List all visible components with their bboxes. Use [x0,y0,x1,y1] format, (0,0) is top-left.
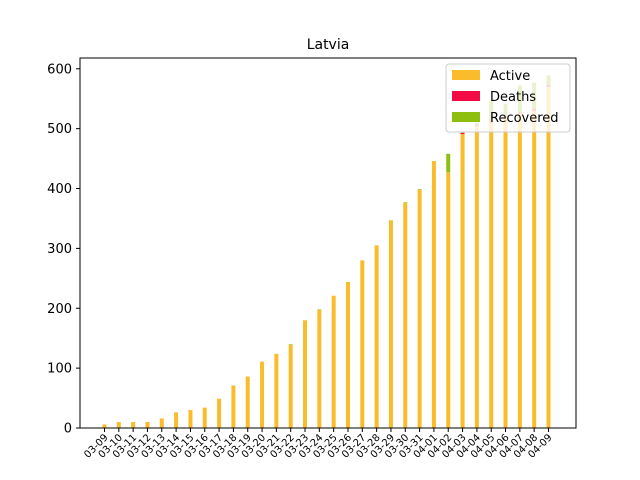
bar-active-03-31 [417,189,422,428]
bar-recovered-04-03 [460,132,465,133]
bar-active-03-09 [102,424,107,428]
bar-active-03-17 [217,398,222,428]
legend-label-recovered: Recovered [490,111,559,126]
bar-active-03-23 [303,320,308,428]
bar-recovered-03-31 [417,189,422,190]
y-tick-label-200: 200 [47,302,72,317]
chart-title: Latvia [307,37,350,53]
bar-active-04-02 [446,172,451,428]
bar-active-03-25 [331,295,336,428]
bar-active-03-29 [388,220,393,428]
bar-active-04-04 [474,125,479,429]
bar-active-03-15 [188,410,193,428]
bar-active-04-03 [460,134,465,429]
bar-active-03-14 [174,412,179,428]
bar-active-04-09 [546,86,551,429]
bar-active-03-26 [345,281,350,428]
legend-swatch-active [452,70,480,80]
bar-recovered-03-30 [403,202,408,203]
y-tick-label-0: 0 [64,422,72,437]
y-tick-label-500: 500 [47,122,72,137]
bar-active-03-16 [202,407,207,428]
bar-active-04-08 [532,110,537,428]
bar-active-03-11 [131,422,136,428]
bar-recovered-03-22 [288,344,293,345]
plot-frame [79,57,577,429]
bar-recovered-04-02 [446,153,451,173]
legend-swatch-deaths [452,91,480,101]
bar-active-04-01 [431,160,436,429]
bar-active-03-20 [260,361,265,428]
bar-active-03-12 [145,422,150,428]
bar-active-03-28 [374,245,379,428]
legend-label-deaths: Deaths [490,90,536,105]
legend-swatch-recovered [452,112,480,122]
bar-active-03-21 [274,353,279,428]
bar-active-03-24 [317,310,322,428]
bar-active-04-05 [489,122,494,428]
bar-active-03-19 [245,376,250,428]
bar-active-03-13 [159,418,164,428]
x-axis: 03-0903-1003-1103-1203-1303-1403-1503-16… [82,428,555,461]
bar-active-03-18 [231,385,236,428]
bar-active-04-06 [503,116,508,429]
bar-active-04-07 [517,113,522,429]
bar-active-03-22 [288,344,293,428]
y-tick-label-600: 600 [47,62,72,77]
y-axis: 0 100 200 300 400 500 600 [47,62,80,437]
y-tick-label-100: 100 [47,362,72,377]
bar-active-03-27 [360,260,365,428]
legend: Active Deaths Recovered [445,63,571,133]
y-tick-label-400: 400 [47,182,72,197]
bar-recovered-03-24 [317,309,322,311]
bar-deaths-04-03 [460,132,465,135]
y-tick-label-300: 300 [47,242,72,257]
bar-active-03-30 [403,202,408,428]
bar-active-03-10 [116,422,121,428]
legend-label-active: Active [490,69,530,84]
